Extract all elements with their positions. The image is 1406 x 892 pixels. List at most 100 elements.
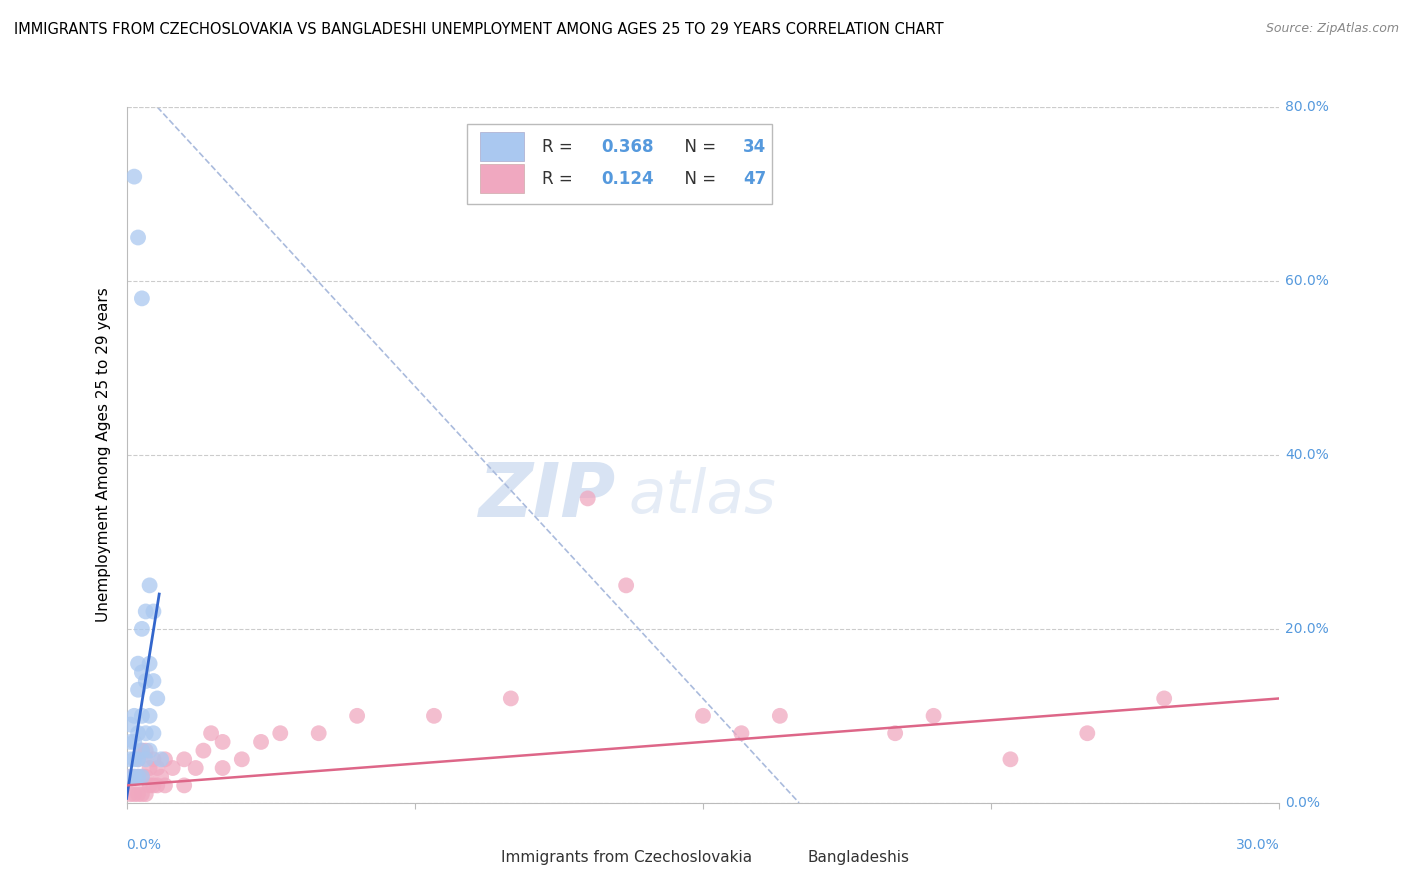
Point [211, 761, 233, 775]
Text: 30.0%: 30.0% [1236, 838, 1279, 852]
Point [135, 726, 157, 740]
Point [142, 752, 165, 766]
Point [142, 605, 165, 619]
Text: 0.0%: 0.0% [127, 838, 162, 852]
Point [346, 708, 368, 723]
Point [922, 708, 945, 723]
Point [1000, 752, 1022, 766]
Text: R =: R = [541, 169, 578, 187]
Point [131, 291, 153, 305]
Point [184, 761, 207, 775]
Point [135, 605, 157, 619]
Point [1076, 726, 1098, 740]
Text: atlas: atlas [628, 467, 776, 526]
Text: Source: ZipAtlas.com: Source: ZipAtlas.com [1265, 22, 1399, 36]
Point [120, 717, 142, 731]
Text: 20.0%: 20.0% [1285, 622, 1329, 636]
Text: Immigrants from Czechoslovakia: Immigrants from Czechoslovakia [501, 849, 752, 864]
Point [131, 665, 153, 680]
Text: 0.368: 0.368 [602, 137, 654, 156]
Point [131, 770, 153, 784]
Point [250, 735, 273, 749]
Point [135, 744, 157, 758]
Bar [481, 164, 524, 194]
Text: N =: N = [675, 137, 721, 156]
Point [692, 708, 714, 723]
Point [135, 770, 157, 784]
Point [131, 744, 153, 758]
Point [127, 770, 149, 784]
Point [122, 787, 145, 801]
Point [614, 578, 637, 592]
Point [146, 778, 169, 792]
Point [146, 761, 169, 775]
Point [138, 708, 160, 723]
Point [769, 708, 792, 723]
Point [131, 744, 153, 758]
Point [200, 726, 222, 740]
Point [146, 691, 169, 706]
Point [162, 761, 184, 775]
Text: IMMIGRANTS FROM CZECHOSLOVAKIA VS BANGLADESHI UNEMPLOYMENT AMONG AGES 25 TO 29 Y: IMMIGRANTS FROM CZECHOSLOVAKIA VS BANGLA… [14, 22, 943, 37]
Point [138, 578, 160, 592]
Point [120, 787, 142, 801]
Point [131, 708, 153, 723]
Point [127, 752, 149, 766]
Point [120, 735, 142, 749]
Text: N =: N = [675, 169, 721, 187]
Point [423, 708, 446, 723]
Point [120, 752, 142, 766]
Point [120, 770, 142, 784]
Point [131, 787, 153, 801]
Point [122, 169, 145, 184]
Point [127, 787, 149, 801]
Point [499, 691, 522, 706]
Point [127, 726, 149, 740]
Point [153, 778, 176, 792]
Point [127, 682, 149, 697]
Text: 60.0%: 60.0% [1285, 274, 1329, 288]
Text: 40.0%: 40.0% [1285, 448, 1329, 462]
Point [131, 770, 153, 784]
Point [122, 735, 145, 749]
Point [122, 752, 145, 766]
Point [1153, 691, 1175, 706]
Point [138, 761, 160, 775]
Point [173, 752, 195, 766]
Bar [766, 847, 799, 868]
Point [193, 744, 215, 758]
Point [138, 778, 160, 792]
Point [138, 744, 160, 758]
Point [122, 708, 145, 723]
Point [150, 770, 173, 784]
Point [150, 752, 173, 766]
Text: ZIP: ZIP [479, 460, 616, 533]
Y-axis label: Unemployment Among Ages 25 to 29 years: Unemployment Among Ages 25 to 29 years [96, 287, 111, 623]
Point [153, 752, 176, 766]
Text: 0.0%: 0.0% [1285, 796, 1320, 810]
Text: 47: 47 [744, 169, 766, 187]
Point [173, 778, 195, 792]
Text: 34: 34 [744, 137, 766, 156]
Text: R =: R = [541, 137, 578, 156]
Text: 0.124: 0.124 [602, 169, 654, 187]
Point [576, 491, 599, 506]
Point [135, 674, 157, 689]
Point [131, 622, 153, 636]
Text: Bangladeshis: Bangladeshis [808, 849, 910, 864]
Point [138, 657, 160, 671]
Point [127, 657, 149, 671]
Point [127, 230, 149, 244]
Point [884, 726, 907, 740]
Bar [461, 847, 494, 868]
Point [211, 735, 233, 749]
Point [122, 770, 145, 784]
Point [231, 752, 253, 766]
Point [120, 770, 142, 784]
Point [127, 752, 149, 766]
Point [127, 770, 149, 784]
Point [135, 787, 157, 801]
Point [122, 770, 145, 784]
Point [142, 726, 165, 740]
Point [730, 726, 752, 740]
